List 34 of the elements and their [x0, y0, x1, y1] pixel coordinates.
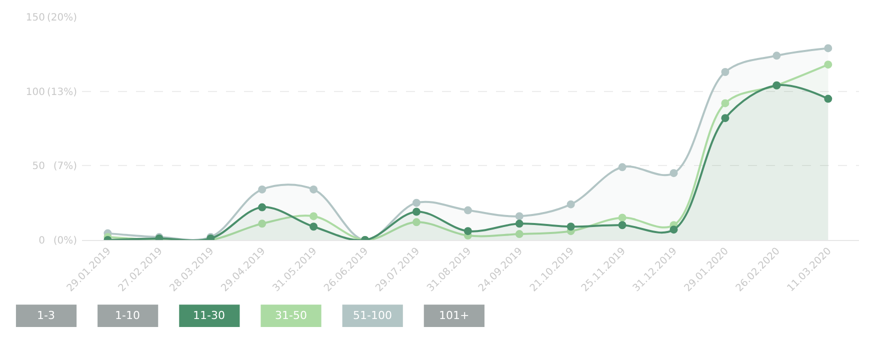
point — [566, 222, 575, 231]
point — [464, 206, 472, 214]
point — [824, 44, 832, 52]
point — [310, 222, 318, 231]
text: 51-100 — [353, 309, 392, 322]
text: 31-50 — [275, 309, 307, 322]
text: 101+ — [439, 309, 470, 322]
text: 1-10 — [115, 309, 140, 322]
point — [310, 212, 318, 220]
point — [824, 60, 832, 69]
point — [412, 218, 420, 226]
point — [721, 99, 730, 108]
point — [258, 203, 266, 212]
point — [515, 230, 524, 238]
point — [464, 227, 472, 236]
point — [772, 52, 781, 60]
point — [412, 198, 420, 207]
point — [618, 163, 626, 172]
point — [310, 185, 318, 194]
point — [670, 169, 678, 178]
point — [412, 208, 420, 216]
text: 11-30 — [193, 309, 225, 322]
point — [258, 185, 266, 194]
point — [258, 220, 266, 228]
point — [618, 214, 626, 222]
point — [566, 200, 575, 208]
point — [824, 94, 832, 103]
point — [670, 226, 678, 234]
text: 1-3 — [37, 309, 55, 322]
point — [515, 212, 524, 220]
point — [721, 114, 730, 122]
point — [618, 221, 626, 230]
point — [515, 220, 524, 228]
point — [721, 68, 730, 76]
